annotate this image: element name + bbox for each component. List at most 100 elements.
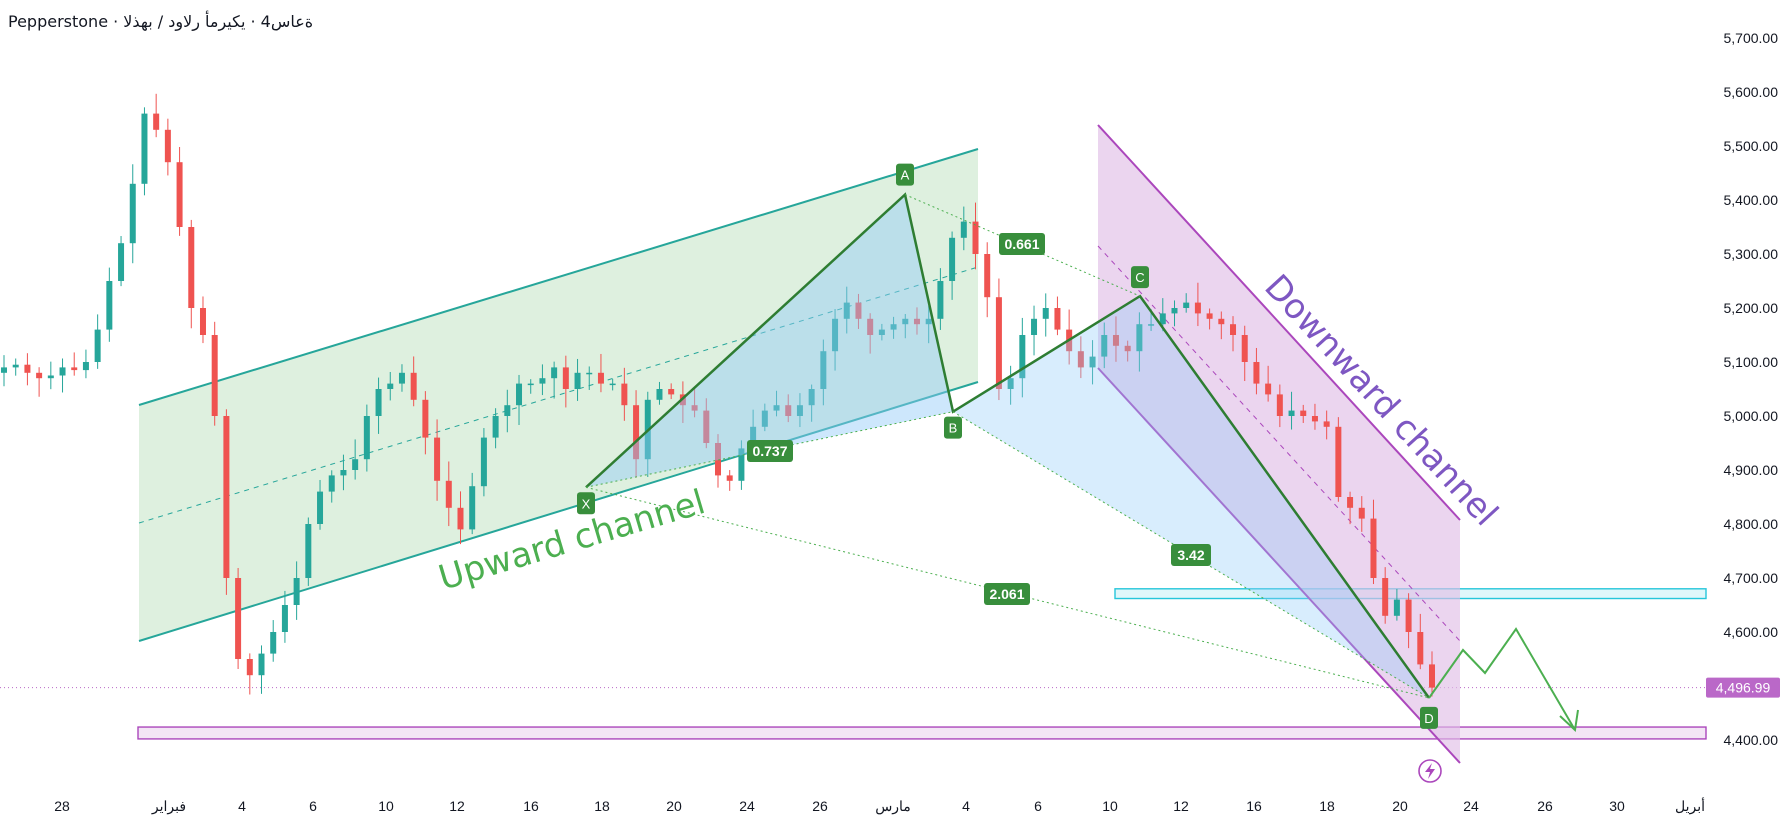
candle — [235, 567, 242, 669]
candle — [340, 454, 347, 491]
candle — [972, 202, 979, 270]
upward-channel-top[interactable] — [138, 148, 979, 406]
candle — [796, 393, 803, 428]
date-tick-label: أبريل — [1675, 796, 1705, 815]
candle-body — [820, 351, 827, 389]
candle — [1089, 340, 1096, 385]
point-label-a[interactable]: A — [896, 163, 914, 186]
candle — [504, 389, 511, 433]
candle — [1230, 316, 1237, 352]
candle — [270, 620, 277, 662]
candle-body — [878, 329, 885, 335]
candle-body — [129, 183, 136, 244]
candle — [808, 384, 815, 422]
candle — [469, 472, 476, 535]
ratio-label-text: 3.42 — [1177, 547, 1204, 563]
date-axis[interactable]: 28 فبراير 4 6 10 12 16 18 20 24 26 مارس 4 6 10 12 16 18 20… — [54, 796, 1705, 815]
candle — [387, 371, 394, 401]
candle — [539, 364, 546, 396]
candle-body — [633, 405, 640, 460]
candle — [129, 164, 136, 264]
downward-channel-bottom[interactable] — [1097, 367, 1461, 764]
point-label-b[interactable]: B — [944, 416, 962, 439]
candle — [258, 645, 265, 694]
candle-body — [164, 129, 171, 163]
point-label-c[interactable]: C — [1131, 266, 1149, 289]
price-tick-label: 4,600.00 — [1724, 624, 1779, 640]
candle-body — [422, 399, 429, 438]
candle — [94, 314, 101, 369]
candle — [1183, 293, 1190, 313]
downward-channel-top[interactable] — [1097, 124, 1461, 521]
candle-body — [1417, 632, 1424, 665]
point-label-x[interactable]: X — [577, 492, 595, 515]
candle-body — [773, 405, 780, 411]
price-axis[interactable]: 5,700.00 5,600.00 5,500.00 5,400.00 5,300.00… — [1724, 30, 1779, 748]
candle — [188, 219, 195, 329]
candle-body — [1124, 345, 1131, 352]
candle — [1393, 588, 1400, 621]
last-price-value: 4,496.99 — [1716, 680, 1771, 696]
date-tick-label: 24 — [739, 798, 755, 814]
candle — [246, 653, 253, 695]
candle — [703, 398, 710, 449]
candle — [1, 355, 7, 387]
candle-body — [223, 416, 230, 578]
date-tick-label: فبراير — [151, 798, 186, 815]
candle — [457, 491, 464, 545]
candle-body — [398, 372, 405, 384]
ratio-label-bg — [747, 440, 793, 462]
price-tick-label: 4,700.00 — [1724, 570, 1779, 586]
candle-body — [703, 410, 710, 443]
date-tick-label: 6 — [309, 798, 317, 814]
candle-body — [1159, 313, 1166, 325]
date-tick-label: 4 — [962, 798, 970, 814]
candle — [878, 323, 885, 341]
date-tick-label: 4 — [238, 798, 246, 814]
candle — [305, 517, 312, 586]
candle — [668, 383, 675, 400]
candle — [574, 358, 581, 401]
candle-body — [1218, 318, 1225, 325]
upward-channel-bottom[interactable] — [138, 381, 979, 642]
ratio-label-text: 0.737 — [752, 443, 787, 459]
date-tick-label: مارس — [875, 798, 911, 815]
candle-body — [913, 318, 920, 325]
candle-body — [1031, 318, 1038, 335]
candle — [375, 377, 382, 434]
candle — [1265, 365, 1272, 402]
candle-body — [574, 372, 581, 389]
projection-path[interactable] — [1428, 627, 1576, 731]
candle-body — [387, 383, 394, 389]
date-tick-label: 10 — [378, 798, 394, 814]
candle — [1171, 300, 1178, 327]
candle-body — [1311, 416, 1318, 422]
point-label-bg — [1420, 706, 1438, 729]
candle — [281, 590, 288, 643]
candle-body — [492, 416, 499, 438]
candle-body — [984, 254, 991, 298]
candle-body — [176, 162, 183, 227]
candle — [691, 387, 698, 418]
candle-body — [445, 480, 452, 508]
candle-body — [434, 437, 441, 481]
candle — [118, 236, 125, 287]
candle — [141, 107, 148, 196]
ratio-label-xab: 0.737 — [747, 440, 793, 462]
candle — [551, 361, 558, 399]
ratio-label-text: 2.061 — [989, 586, 1024, 602]
lightning-icon[interactable] — [1418, 759, 1442, 783]
candle-body — [1405, 599, 1412, 632]
candle-body — [457, 507, 464, 530]
candle — [1405, 593, 1412, 649]
candle — [1323, 410, 1330, 440]
support-zone-lower[interactable] — [137, 726, 1707, 740]
candle — [656, 381, 663, 405]
candle — [59, 358, 66, 393]
candle — [1112, 316, 1119, 362]
date-tick-label: 26 — [1537, 798, 1553, 814]
point-label-d[interactable]: D — [1420, 706, 1438, 729]
candle — [832, 309, 839, 371]
point-label-text: A — [901, 168, 910, 183]
